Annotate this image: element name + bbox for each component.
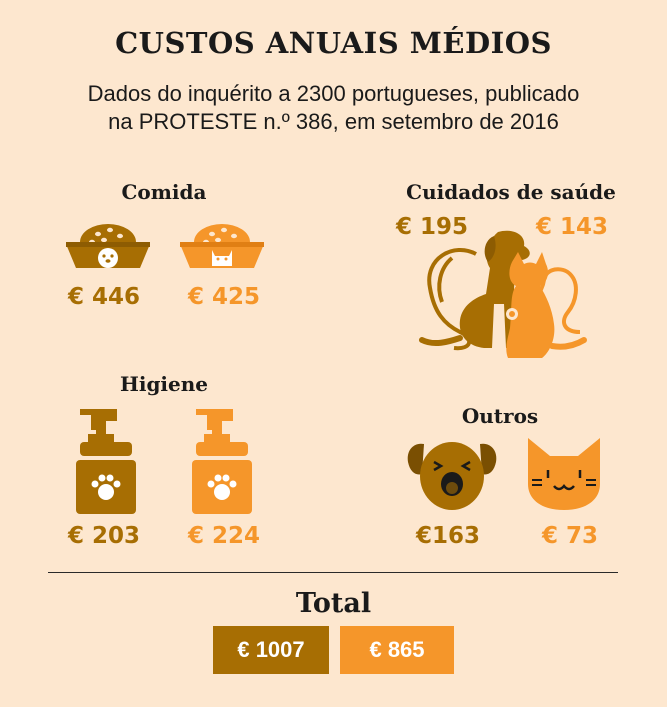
- comida-label: Comida: [121, 180, 207, 204]
- dog-face-icon: [407, 442, 497, 510]
- outros-label: Outros: [461, 404, 539, 428]
- subtitle-line-2: na PROTESTE n.º 386, em setembro de 2016: [108, 109, 559, 134]
- outros-dog-amount: €163: [416, 523, 481, 549]
- comida-dog-amount: € 446: [68, 284, 141, 310]
- dog-soap-dispenser-icon: [76, 409, 136, 514]
- cat-soap-dispenser-icon: [192, 409, 252, 514]
- saude-dog-amount: € 195: [396, 214, 469, 240]
- outros-cat-amount: € 73: [542, 523, 599, 549]
- total-label: Total: [295, 588, 372, 619]
- subtitle-line-1: Dados do inquérito a 2300 portugueses, p…: [87, 81, 580, 106]
- total-cat-box: € 865: [340, 626, 454, 674]
- saude-label: Cuidados de saúde: [406, 180, 616, 204]
- higiene-cat-amount: € 224: [188, 523, 261, 549]
- higiene-dog-amount: € 203: [68, 523, 141, 549]
- higiene-label: Higiene: [119, 372, 209, 396]
- dog-food-bowl-icon: [66, 224, 150, 268]
- comida-cat-amount: € 425: [188, 284, 261, 310]
- dog-cat-stethoscope-icon: [419, 230, 587, 358]
- saude-cat-amount: € 143: [536, 214, 609, 240]
- total-dog-amount: € 1007: [237, 637, 305, 662]
- page-title: CUSTOS ANUAIS MÉDIOS: [115, 26, 552, 60]
- total-cat-amount: € 865: [369, 637, 425, 662]
- subtitle: Dados do inquérito a 2300 portugueses, p…: [60, 80, 607, 136]
- cat-food-bowl-icon: [180, 224, 264, 268]
- divider: [48, 572, 618, 573]
- total-dog-box: € 1007: [213, 626, 329, 674]
- cat-face-icon: [528, 438, 600, 510]
